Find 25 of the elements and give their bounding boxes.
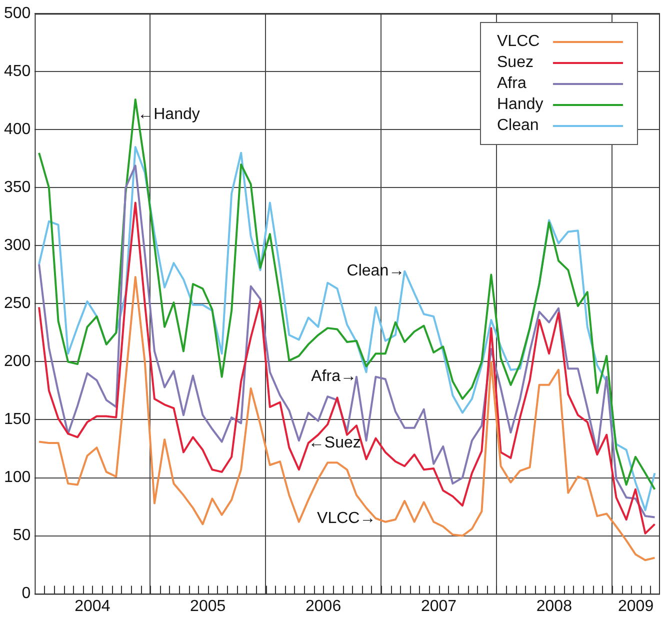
y-tick-label: 450 bbox=[4, 63, 31, 80]
y-tick-label: 300 bbox=[4, 237, 31, 254]
x-tick-label: 2004 bbox=[74, 598, 110, 615]
x-tick-label: 2006 bbox=[306, 598, 342, 615]
y-tick-label: 500 bbox=[4, 5, 31, 22]
y-tick-label: 250 bbox=[4, 295, 31, 312]
annotation: ←Suez bbox=[308, 434, 361, 452]
annotation: VLCC→ bbox=[317, 510, 376, 527]
annotation: Afra→ bbox=[311, 368, 356, 386]
legend-label: Clean bbox=[497, 116, 540, 134]
y-tick-label: 50 bbox=[12, 527, 31, 544]
y-tick-label: 150 bbox=[4, 411, 31, 428]
legend-label: Handy bbox=[497, 96, 544, 114]
x-tick-label: 2005 bbox=[190, 598, 226, 615]
y-tick-label: 400 bbox=[4, 121, 31, 138]
y-tick-label: 200 bbox=[4, 353, 31, 370]
legend-label: VLCC bbox=[497, 32, 541, 50]
x-tick-label: 2007 bbox=[420, 598, 457, 615]
legend-label: Afra bbox=[497, 74, 528, 92]
y-tick-label: 350 bbox=[4, 179, 31, 196]
y-tick-label: 0 bbox=[22, 585, 31, 602]
x-tick-label: 2008 bbox=[536, 598, 572, 615]
legend-label: Suez bbox=[497, 54, 534, 72]
x-tick-label: 2009 bbox=[618, 598, 654, 615]
y-tick-label: 100 bbox=[4, 469, 31, 486]
